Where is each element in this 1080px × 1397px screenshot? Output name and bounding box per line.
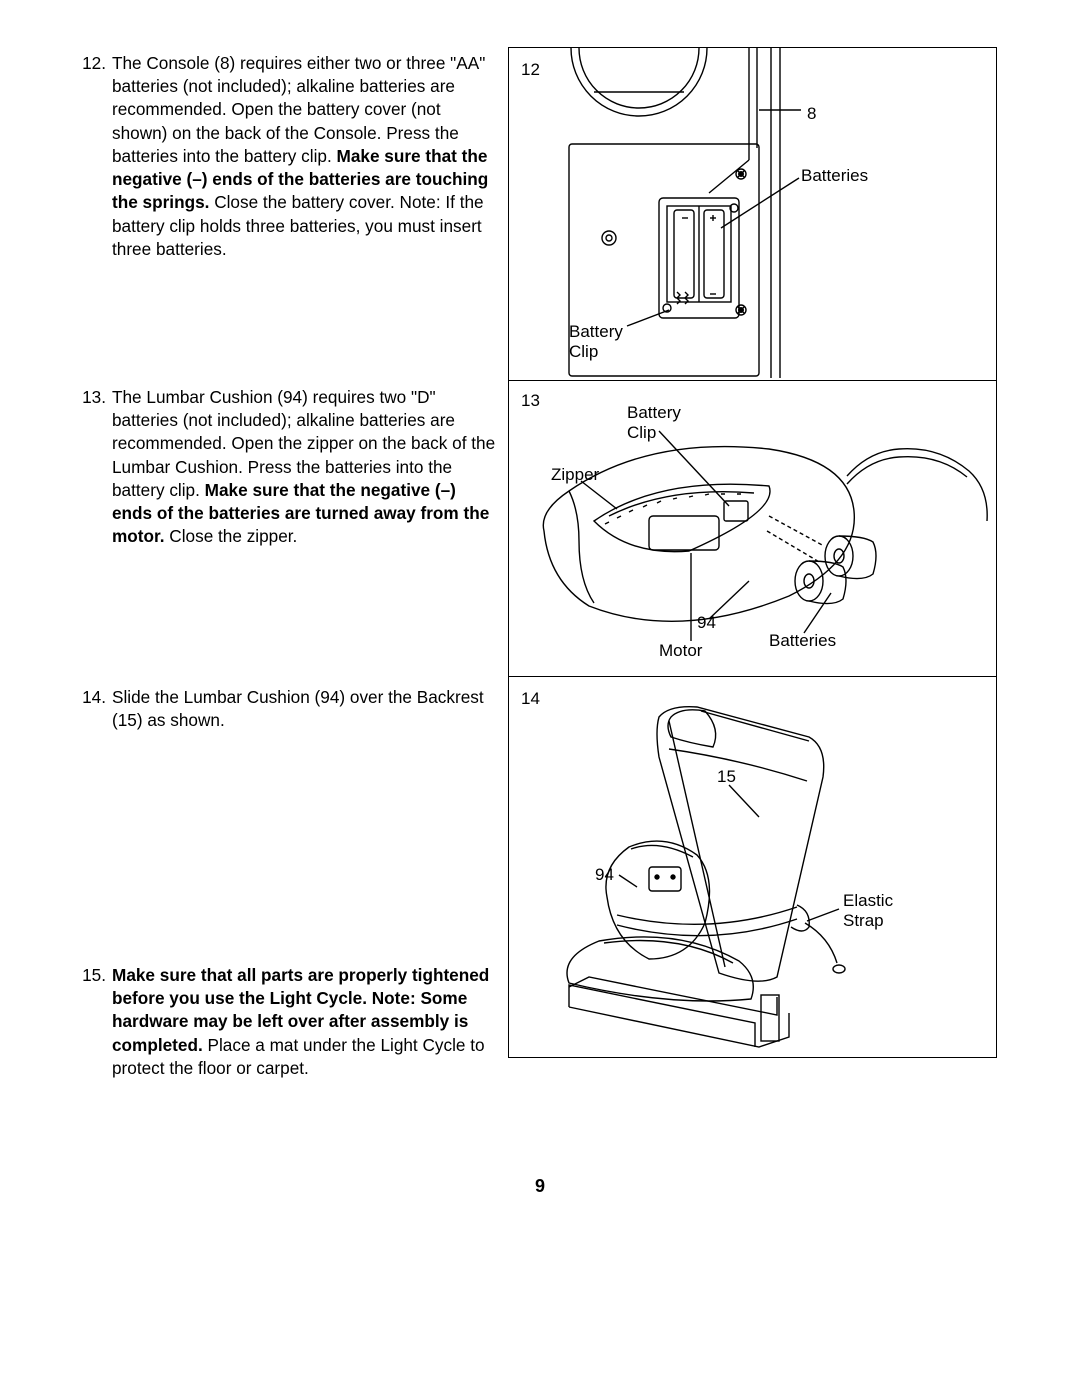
step-number: 14. [82,686,112,732]
step-text: The Lumbar Cushion (94) requires two "D"… [112,386,500,549]
figure-number: 14 [521,689,540,709]
figure-14: 14 [509,677,996,1057]
step-text: The Console (8) requires either two or t… [112,52,500,261]
step-number: 15. [82,964,112,1080]
callout-15: 15 [717,767,736,787]
instruction-step: 14.Slide the Lumbar Cushion (94) over th… [82,686,500,732]
callout-94: 94 [595,865,614,885]
callout-battery-clip: Battery Clip [627,403,681,442]
figure-13-drawing [509,381,998,677]
figure-14-drawing [509,677,998,1057]
step-number: 12. [82,52,112,261]
step-number: 13. [82,386,112,549]
callout-batteries: Batteries [769,631,836,651]
callout-elastic-strap: Elastic Strap [843,891,893,930]
callout-motor: Motor [659,641,702,661]
step-text: Make sure that all parts are properly ti… [112,964,500,1080]
callout-battery-clip: Battery Clip [569,322,623,361]
figure-13: 13 [509,381,996,677]
figure-12: 12 [509,48,996,381]
figure-number: 12 [521,60,540,80]
page-number: 9 [0,1176,1080,1197]
manual-page: 12.The Console (8) requires either two o… [0,0,1080,1397]
figure-column: 12 [508,47,997,1058]
instruction-step: 13.The Lumbar Cushion (94) requires two … [82,386,500,549]
callout-94: 94 [697,613,716,633]
instruction-step: 15.Make sure that all parts are properly… [82,964,500,1080]
step-text: Slide the Lumbar Cushion (94) over the B… [112,686,500,732]
callout-8: 8 [807,104,816,124]
figure-number: 13 [521,391,540,411]
callout-zipper: Zipper [551,465,599,485]
instruction-step: 12.The Console (8) requires either two o… [82,52,500,261]
callout-batteries: Batteries [801,166,868,186]
